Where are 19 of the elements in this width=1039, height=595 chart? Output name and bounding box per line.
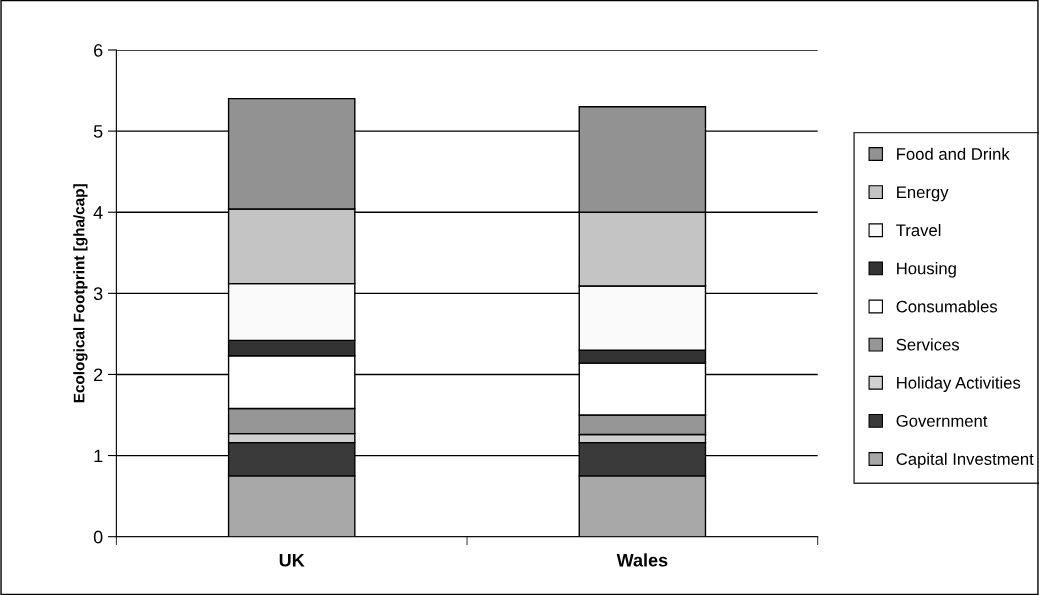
x-tick-label: Wales [616,553,668,567]
y-tick-label: 1 [94,449,103,463]
legend-label: Government [896,415,988,427]
legend-label: Food and Drink [897,147,1010,160]
legend-label: Capital Investment [896,452,1034,469]
y-tick-label: 0 [93,530,103,544]
legend-label: Housing [897,262,956,278]
legend-label: Travel [896,223,941,237]
legend-label: Consumables [896,300,998,313]
y-tick-label: 4 [93,206,103,219]
legend-label: Energy [897,186,949,202]
y-tick-label: 3 [93,287,103,301]
legend-label: Holiday Activities [897,376,1021,392]
y-tick-label: 6 [94,43,103,57]
y-axis-title: Ecological Footprint [gha/cap] [73,184,88,403]
y-tick-label: 2 [94,368,103,381]
x-tick-label: UK [279,554,305,567]
y-tick-label: 5 [93,125,103,138]
legend-label: Services [896,338,960,351]
